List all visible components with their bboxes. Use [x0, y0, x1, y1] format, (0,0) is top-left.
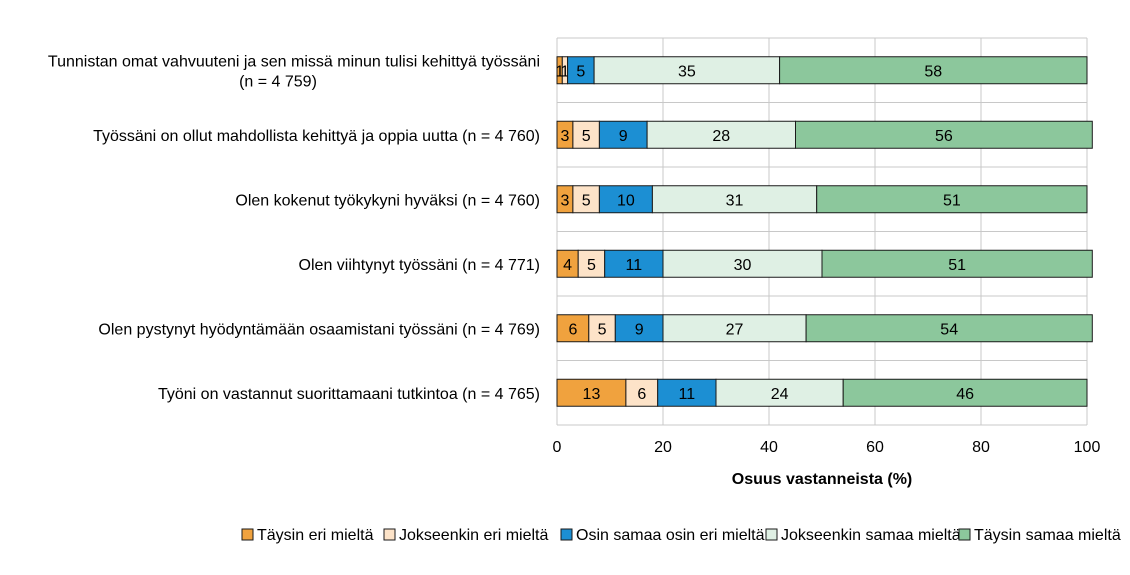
data-label: 6	[637, 386, 646, 403]
x-tick-label: 100	[1074, 439, 1101, 456]
data-label: 3	[560, 128, 569, 145]
category-label: Olen viihtynyt työssäni (n = 4 771)	[299, 257, 540, 274]
x-axis-title: Osuus vastanneista (%)	[732, 471, 913, 488]
data-label: 35	[678, 63, 696, 80]
bar-segment	[779, 56, 1088, 85]
category-label: Työni on vastannut suorittamaani tutkint…	[158, 386, 540, 403]
data-label: 1	[555, 63, 564, 80]
legend-entry: Täysin samaa mieltä	[974, 527, 1121, 544]
bar-segment	[646, 120, 796, 149]
legend-swatch	[765, 528, 778, 541]
data-label: 56	[935, 128, 953, 145]
bar-segment	[556, 378, 627, 407]
bar-segment	[556, 314, 590, 343]
x-tick-label: 40	[760, 439, 778, 456]
x-tick-label: 60	[866, 439, 884, 456]
data-label: 31	[726, 192, 744, 209]
data-label: 11	[626, 257, 643, 274]
category-label: (n = 4 759)	[239, 73, 317, 90]
bar-segment	[567, 56, 595, 85]
category-labels: Tunnistan omat vahvuuteni ja sen missä m…	[48, 53, 540, 403]
data-label: 5	[587, 257, 596, 274]
data-label: 1	[560, 63, 569, 80]
data-label: 51	[943, 192, 961, 209]
data-label: 54	[940, 321, 958, 338]
data-label: 27	[726, 321, 744, 338]
category-label: Tunnistan omat vahvuuteni ja sen missä m…	[48, 53, 540, 70]
gridlines	[556, 37, 1088, 426]
bar-segment	[598, 120, 648, 149]
data-label: 3	[560, 192, 569, 209]
bar-segment	[572, 120, 600, 149]
legend-swatch	[241, 528, 254, 541]
data-label: 9	[635, 321, 644, 338]
category-label: Olen kokenut työkykyni hyväksi (n = 4 76…	[235, 192, 540, 209]
legend-entry: Täysin eri mieltä	[257, 527, 374, 544]
x-tick-label: 20	[654, 439, 672, 456]
bar-segment	[816, 185, 1088, 214]
bar-segment	[795, 120, 1093, 149]
data-label: 30	[734, 257, 752, 274]
bar-segment	[821, 249, 1093, 278]
data-label: 13	[583, 386, 601, 403]
bar-segment	[598, 185, 653, 214]
data-label: 6	[568, 321, 577, 338]
legend-entry: Osin samaa osin eri mieltä	[576, 527, 765, 544]
bar-segment	[625, 378, 659, 407]
data-label: 5	[582, 128, 591, 145]
bar-segment	[604, 249, 664, 278]
legend-entry: Jokseenkin samaa mieltä	[781, 527, 961, 544]
bar-segment	[662, 314, 807, 343]
legend-entry: Jokseenkin eri mieltä	[399, 527, 549, 544]
data-label: 4	[563, 257, 572, 274]
data-label: 11	[679, 386, 696, 403]
data-label: 9	[619, 128, 628, 145]
category-label: Työssäni on ollut mahdollista kehittyä j…	[93, 128, 540, 145]
legend: Täysin eri mieltä Jokseenkin eri mieltä Os…	[241, 527, 1121, 544]
bar-segment	[577, 249, 606, 278]
data-label: 24	[771, 386, 789, 403]
x-tick-label: 80	[972, 439, 990, 456]
legend-swatch	[958, 528, 971, 541]
x-tick-label: 0	[553, 439, 562, 456]
bar-segment	[572, 185, 600, 214]
data-label: 10	[617, 192, 635, 209]
bar-segment	[662, 249, 823, 278]
data-label: 5	[582, 192, 591, 209]
category-label: Olen pystynyt hyödyntämään osaamistani t…	[98, 321, 540, 338]
bar-segment	[593, 56, 781, 85]
legend-swatch	[383, 528, 396, 541]
x-axis: 0 20 40 60 80 100	[553, 439, 1101, 456]
bar-segment	[842, 378, 1088, 407]
data-label: 46	[956, 386, 974, 403]
bar-segment	[805, 314, 1093, 343]
bar-segment	[651, 185, 818, 214]
data-label: 58	[924, 63, 942, 80]
legend-swatch	[560, 528, 573, 541]
data-label: 5	[598, 321, 607, 338]
data-label: 28	[712, 128, 730, 145]
data-label: 51	[948, 257, 966, 274]
data-label: 5	[576, 63, 585, 80]
